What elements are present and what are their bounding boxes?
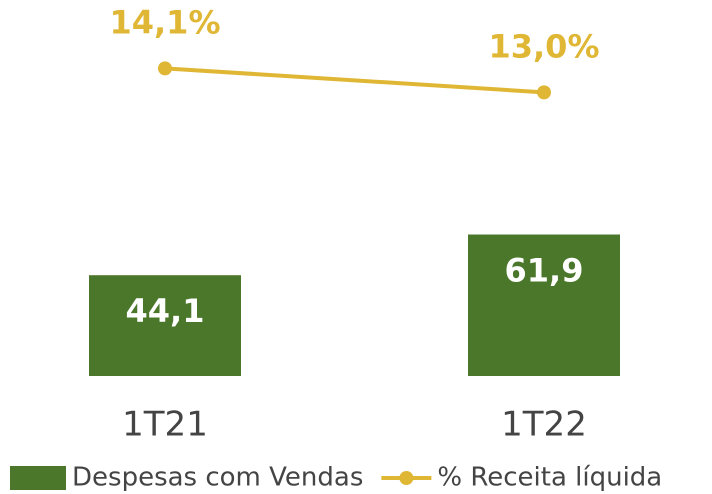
legend-swatch — [399, 471, 414, 485]
line-point — [158, 61, 172, 76]
data-label: 44,1 — [126, 292, 205, 330]
bar — [468, 234, 620, 376]
data-label: 14,1% — [109, 3, 220, 41]
line — [164, 66, 545, 95]
legend-swatch — [10, 466, 66, 490]
x-tick-label: 1T21 — [122, 405, 208, 445]
legend-label: Despesas com Vendas — [72, 463, 363, 493]
data-label: 61,9 — [505, 252, 584, 290]
data-label: 13,0% — [488, 27, 599, 65]
legend-label: % Receita líquida — [437, 463, 662, 493]
bar — [89, 275, 241, 376]
line-point — [537, 85, 551, 100]
x-tick-label: 1T22 — [501, 405, 587, 445]
